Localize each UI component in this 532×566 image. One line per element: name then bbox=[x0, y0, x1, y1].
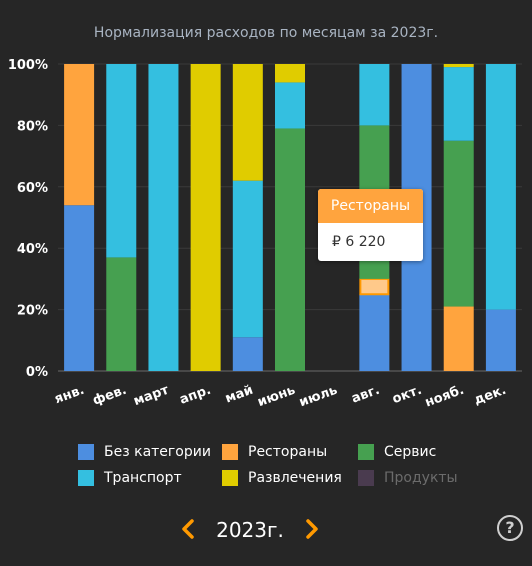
bar-segment[interactable] bbox=[359, 294, 390, 371]
legend-label: Продукты bbox=[384, 470, 458, 486]
x-tick-label: нояб. bbox=[423, 383, 466, 411]
stacked-bar-chart: Нормализация расходов по месяцам за 2023… bbox=[8, 25, 522, 411]
x-tick-label: июль bbox=[297, 383, 339, 411]
legend-label: Сервис bbox=[384, 444, 437, 460]
year-navigation: 2023г. ? bbox=[0, 510, 532, 550]
bar-segment[interactable] bbox=[443, 306, 474, 371]
legend-label: Развлечения bbox=[248, 470, 342, 486]
legend-item-transport[interactable]: Транспорт bbox=[78, 470, 182, 486]
bar-segment[interactable] bbox=[232, 180, 263, 338]
legend-swatch bbox=[222, 444, 238, 460]
legend-item-no-category[interactable]: Без категории bbox=[78, 444, 211, 460]
bar-segment[interactable] bbox=[443, 140, 474, 307]
bar-segment[interactable] bbox=[443, 67, 474, 141]
legend-swatch bbox=[222, 470, 238, 486]
y-tick-label: 20% bbox=[17, 304, 48, 319]
legend-swatch bbox=[358, 470, 374, 486]
legend-label: Рестораны bbox=[248, 444, 328, 460]
bar-segment[interactable] bbox=[485, 64, 516, 310]
legend-swatch bbox=[78, 470, 94, 486]
x-tick-label: март bbox=[132, 383, 172, 410]
legend-swatch bbox=[358, 444, 374, 460]
x-tick-label: окт. bbox=[390, 383, 424, 407]
chevron-left-icon[interactable] bbox=[176, 516, 202, 542]
bar-segment[interactable] bbox=[64, 205, 95, 371]
y-tick-label: 40% bbox=[17, 242, 48, 257]
x-tick-label: дек. bbox=[472, 383, 508, 408]
legend-swatch bbox=[78, 444, 94, 460]
y-tick-label: 80% bbox=[17, 119, 48, 134]
legend-item-restaurants[interactable]: Рестораны bbox=[222, 444, 327, 460]
tooltip-value: ₽ 6 220 bbox=[332, 234, 386, 250]
bar-segment[interactable] bbox=[485, 309, 516, 371]
y-tick-label: 60% bbox=[17, 181, 48, 196]
bar-segment[interactable] bbox=[275, 128, 305, 371]
legend-label: Транспорт bbox=[104, 470, 182, 486]
year-label: 2023г. bbox=[216, 518, 284, 542]
legend-label: Без категории bbox=[104, 444, 211, 460]
x-tick-label: фев. bbox=[91, 383, 129, 409]
bar-segment[interactable] bbox=[106, 64, 137, 258]
tooltip-title: Рестораны bbox=[318, 189, 423, 223]
bar-segment[interactable] bbox=[232, 337, 263, 371]
bar-segment[interactable] bbox=[232, 64, 263, 181]
x-tick-label: июнь bbox=[256, 383, 298, 410]
bar-segment[interactable] bbox=[275, 64, 305, 83]
bar-segment[interactable] bbox=[443, 64, 474, 68]
tooltip: Рестораны ₽ 6 220 bbox=[318, 189, 423, 261]
x-tick-label: апр. bbox=[178, 383, 213, 408]
y-tick-label: 0% bbox=[26, 365, 48, 380]
legend-item-entertainment[interactable]: Развлечения bbox=[222, 470, 342, 486]
bar-segment[interactable] bbox=[148, 64, 179, 371]
x-tick-label: янв. bbox=[53, 383, 87, 408]
bar-segment[interactable] bbox=[359, 277, 390, 296]
x-tick-label: авг. bbox=[350, 383, 382, 407]
bar-segment[interactable] bbox=[64, 64, 95, 206]
help-button[interactable]: ? bbox=[497, 515, 523, 541]
bar-segment[interactable] bbox=[275, 82, 305, 129]
chart-title: Нормализация расходов по месяцам за 2023… bbox=[94, 25, 438, 41]
chevron-right-icon[interactable] bbox=[298, 516, 324, 542]
bar-segment[interactable] bbox=[190, 64, 221, 371]
bar-segment[interactable] bbox=[106, 257, 137, 371]
legend-item-products[interactable]: Продукты bbox=[358, 470, 458, 486]
y-tick-label: 100% bbox=[8, 58, 48, 73]
x-tick-label: май bbox=[223, 383, 255, 407]
legend-item-service[interactable]: Сервис bbox=[358, 444, 436, 460]
bar-segment[interactable] bbox=[359, 64, 390, 126]
